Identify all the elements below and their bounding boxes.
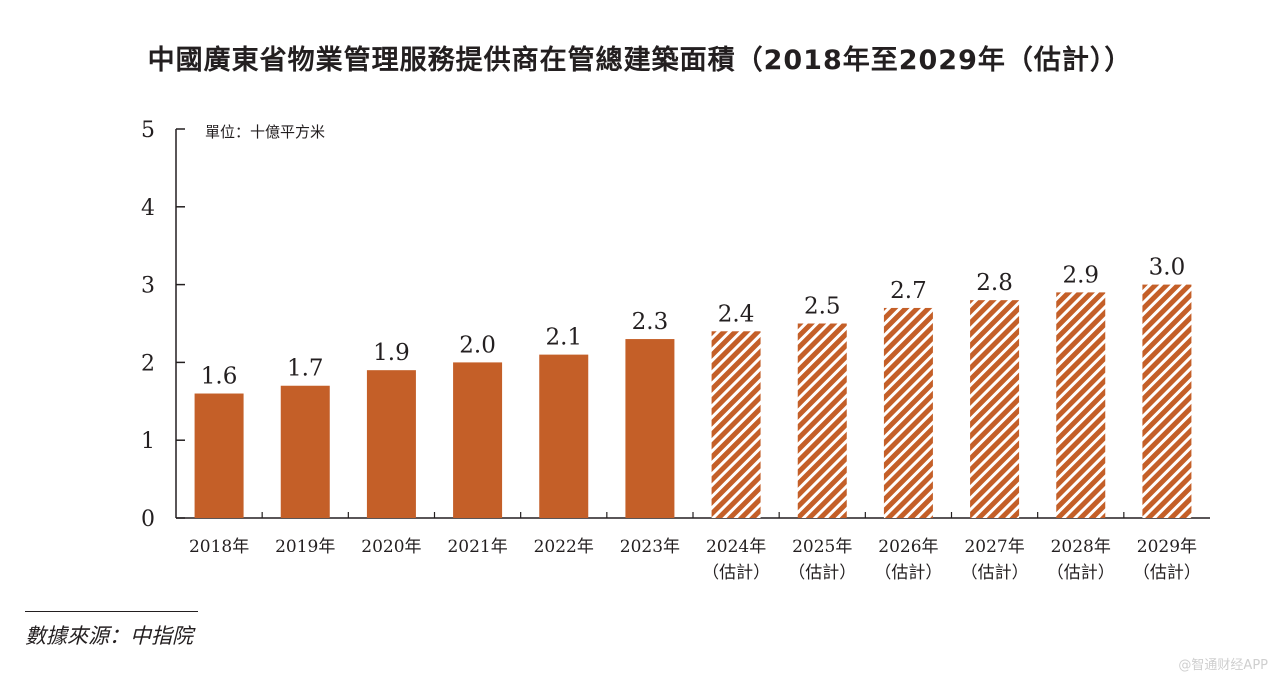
bar-actual	[625, 339, 675, 518]
bar-estimated	[797, 323, 847, 518]
y-tick-label: 4	[141, 196, 155, 221]
chart-title: 中國廣東省物業管理服務提供商在管總建築面積（2018年至2029年（估計））	[147, 45, 1133, 76]
bar-value-label: 1.6	[201, 364, 238, 390]
bar-estimated	[1056, 292, 1106, 518]
bar-value-label: 2.1	[545, 325, 582, 351]
axes	[175, 128, 1210, 519]
bar-actual	[366, 370, 416, 518]
labels: 0 1 2 3 4 5 單位：十億平方米 1.6 2018年 1.7 2019年 1.9 2020年 2.…	[141, 118, 1201, 583]
x-tick-sublabel: （估計）	[961, 563, 1029, 583]
x-tick-sublabel: （估計）	[1047, 563, 1115, 583]
y-tick-label: 5	[141, 118, 155, 143]
bar-actual	[453, 362, 503, 518]
x-tick-label: 2018年	[189, 537, 249, 557]
x-tick-label: 2027年	[964, 537, 1024, 557]
bar-estimated	[1142, 284, 1192, 518]
bar-value-label: 1.7	[287, 356, 324, 382]
x-tick-sublabel: （估計）	[1133, 563, 1201, 583]
x-tick-label: 2026年	[878, 537, 938, 557]
bar-value-label: 2.5	[804, 294, 841, 320]
bar-actual	[280, 385, 330, 518]
y-tick-label: 3	[141, 274, 155, 299]
x-tick-label: 2024年	[706, 537, 766, 557]
bar-actual	[539, 354, 589, 518]
bar-value-label: 2.9	[1062, 262, 1099, 288]
x-tick-label: 2022年	[534, 537, 594, 557]
source-divider	[25, 611, 198, 612]
bars	[194, 284, 1192, 518]
x-tick-label: 2021年	[447, 537, 507, 557]
x-tick-label: 2023年	[620, 537, 680, 557]
y-tick-label: 1	[141, 429, 155, 454]
unit-label: 單位：十億平方米	[205, 123, 325, 141]
x-tick-sublabel: （估計）	[788, 563, 856, 583]
x-tick-label: 2028年	[1051, 537, 1111, 557]
bar-value-label: 3.0	[1149, 255, 1186, 281]
watermark: @智通财经APP	[1178, 658, 1268, 673]
bar-value-label: 2.7	[890, 278, 927, 304]
y-tick-label: 2	[141, 351, 155, 376]
bar-value-label: 2.4	[718, 301, 755, 327]
bar-estimated	[711, 331, 761, 518]
bar-actual	[194, 393, 244, 518]
source-note: 數據來源：中指院	[25, 624, 193, 648]
x-tick-label: 2025年	[792, 537, 852, 557]
x-tick-label: 2029年	[1137, 537, 1197, 557]
bar-value-label: 2.8	[976, 270, 1013, 296]
bar-value-label: 2.3	[632, 309, 669, 335]
bar-value-label: 2.0	[459, 332, 496, 358]
bar-estimated	[883, 307, 933, 518]
y-tick-label: 0	[141, 507, 155, 532]
x-tick-label: 2020年	[361, 537, 421, 557]
bar-estimated	[970, 300, 1020, 518]
x-tick-sublabel: （估計）	[702, 563, 770, 583]
x-tick-label: 2019年	[275, 537, 335, 557]
x-tick-sublabel: （估計）	[874, 563, 942, 583]
bar-value-label: 1.9	[373, 340, 410, 366]
